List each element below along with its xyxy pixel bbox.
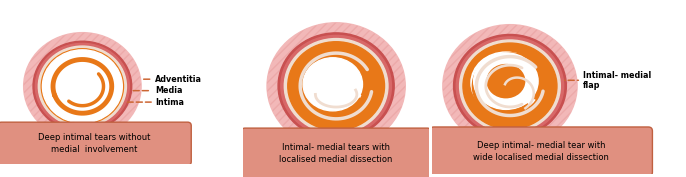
Ellipse shape (43, 50, 122, 123)
Ellipse shape (473, 53, 538, 109)
Ellipse shape (487, 65, 525, 98)
Ellipse shape (38, 46, 126, 127)
Text: Media: Media (156, 86, 183, 95)
Text: Adventitia: Adventitia (156, 75, 202, 84)
Ellipse shape (443, 25, 577, 147)
Ellipse shape (33, 41, 132, 132)
Ellipse shape (41, 49, 123, 124)
Ellipse shape (284, 39, 388, 133)
Text: Deep intimal- medial tear with
wide localised medial dissection: Deep intimal- medial tear with wide loca… (473, 141, 609, 162)
Text: Intimal- medial tears with
localised medial dissection: Intimal- medial tears with localised med… (279, 143, 393, 164)
Text: Deep intimal tears without
medial  involvement: Deep intimal tears without medial involv… (38, 133, 151, 154)
Ellipse shape (23, 33, 141, 140)
Ellipse shape (267, 23, 405, 149)
Ellipse shape (463, 43, 557, 129)
Ellipse shape (278, 33, 394, 139)
FancyBboxPatch shape (241, 128, 431, 177)
Text: Intima: Intima (156, 98, 185, 107)
Polygon shape (473, 53, 547, 119)
Ellipse shape (287, 42, 385, 130)
Ellipse shape (303, 58, 362, 111)
Ellipse shape (281, 35, 392, 136)
FancyBboxPatch shape (429, 127, 652, 176)
Text: Intimal- medial
flap: Intimal- medial flap (583, 71, 651, 90)
Ellipse shape (460, 40, 560, 132)
Ellipse shape (303, 56, 363, 112)
Ellipse shape (471, 52, 541, 113)
Ellipse shape (453, 35, 567, 138)
FancyBboxPatch shape (0, 122, 191, 165)
Ellipse shape (36, 43, 130, 129)
Polygon shape (298, 51, 375, 121)
Ellipse shape (456, 37, 564, 135)
